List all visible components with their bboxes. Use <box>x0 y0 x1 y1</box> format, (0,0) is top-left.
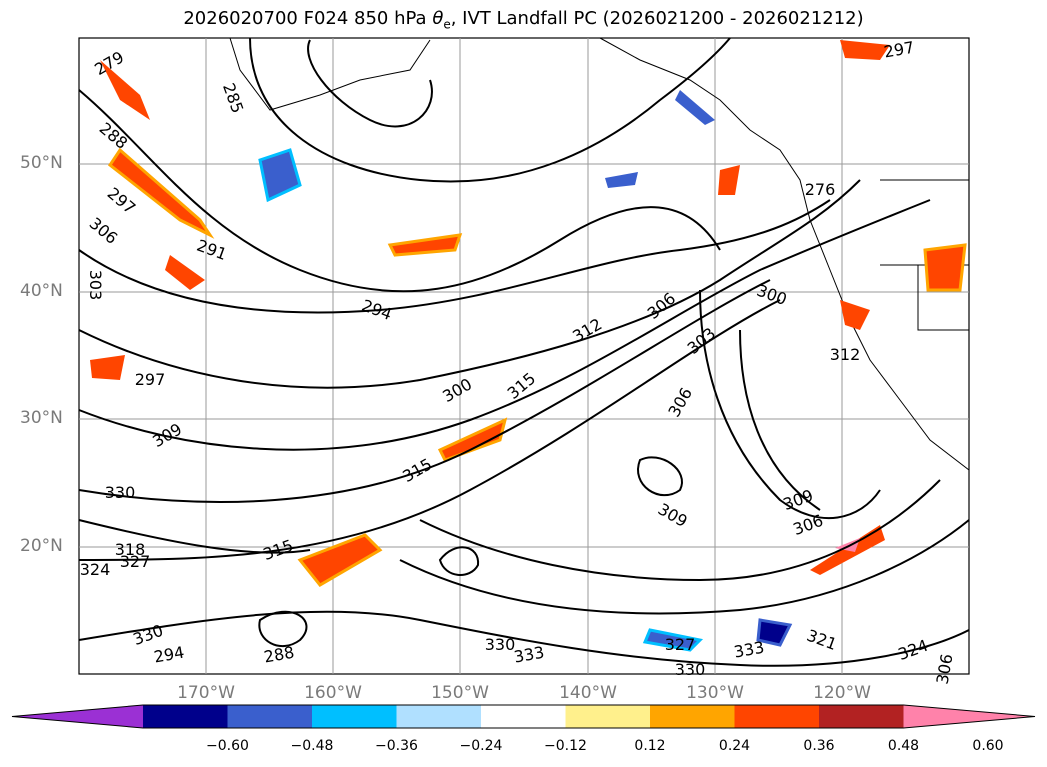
colorbar-segment <box>819 705 904 728</box>
lat-tick-label: 30°N <box>20 408 63 428</box>
theta-e-contours <box>78 37 970 667</box>
colorbar-tick-label: 0.12 <box>634 738 666 754</box>
colorbar-tick-label: 0.36 <box>803 738 835 754</box>
lon-tick-label: 150°W <box>431 683 489 703</box>
contour-label: 297 <box>135 370 166 389</box>
contour-label: 324 <box>80 560 111 579</box>
colorbar-segment <box>396 705 482 728</box>
contour-label: 330 <box>105 483 136 502</box>
contour-label: 276 <box>805 180 836 199</box>
contour-label: 303 <box>86 270 105 301</box>
lon-tick-label: 130°W <box>686 683 744 703</box>
colorbar-segment <box>143 705 228 728</box>
lon-tick-label: 140°W <box>559 683 617 703</box>
lat-tick-label: 50°N <box>20 153 63 173</box>
colorbar-segment <box>565 705 651 728</box>
contour-label: 312 <box>830 345 861 364</box>
contour-label: 330 <box>675 660 706 679</box>
colorbar-tick-label: 0.24 <box>718 738 751 754</box>
colorbar-segment <box>312 705 397 728</box>
colorbar-tick-label: −0.60 <box>206 738 249 754</box>
colorbar-tick-label: −0.48 <box>290 738 334 754</box>
contour-label: 327 <box>665 635 696 654</box>
contour-label: 330 <box>485 635 516 654</box>
colorbar-segment <box>903 705 1035 728</box>
lon-tick-label: 160°W <box>304 683 362 703</box>
lon-tick-label: 170°W <box>177 683 235 703</box>
colorbar-segment <box>650 705 735 728</box>
colorbar-tick-label: −0.24 <box>459 738 503 754</box>
contour-label: 327 <box>120 552 151 571</box>
lon-tick-label: 120°W <box>813 683 871 703</box>
colorbar-outline <box>11 704 1036 729</box>
coastline <box>229 37 970 471</box>
contour-label: 306 <box>933 652 957 685</box>
colorbar-segment <box>227 705 313 728</box>
lat-tick-label: 40°N <box>20 281 63 301</box>
colorbar-segment <box>12 705 143 728</box>
lat-tick-label: 20°N <box>20 536 63 556</box>
contour-label: 318 <box>115 540 146 559</box>
colorbar-segment <box>734 705 820 728</box>
colorbar-tick-label: −0.12 <box>544 738 587 754</box>
colorbar <box>11 704 1036 729</box>
chart-title: 2026020700 F024 850 hPa θe, IVT Landfall… <box>183 8 864 32</box>
colorbar-segment <box>481 705 566 728</box>
colorbar-tick-label: 0.48 <box>887 738 920 754</box>
colorbar-tick-label: −0.36 <box>375 738 418 754</box>
ivt-pc-fills <box>90 40 967 652</box>
colorbar-tick-label: 0.60 <box>972 738 1004 754</box>
